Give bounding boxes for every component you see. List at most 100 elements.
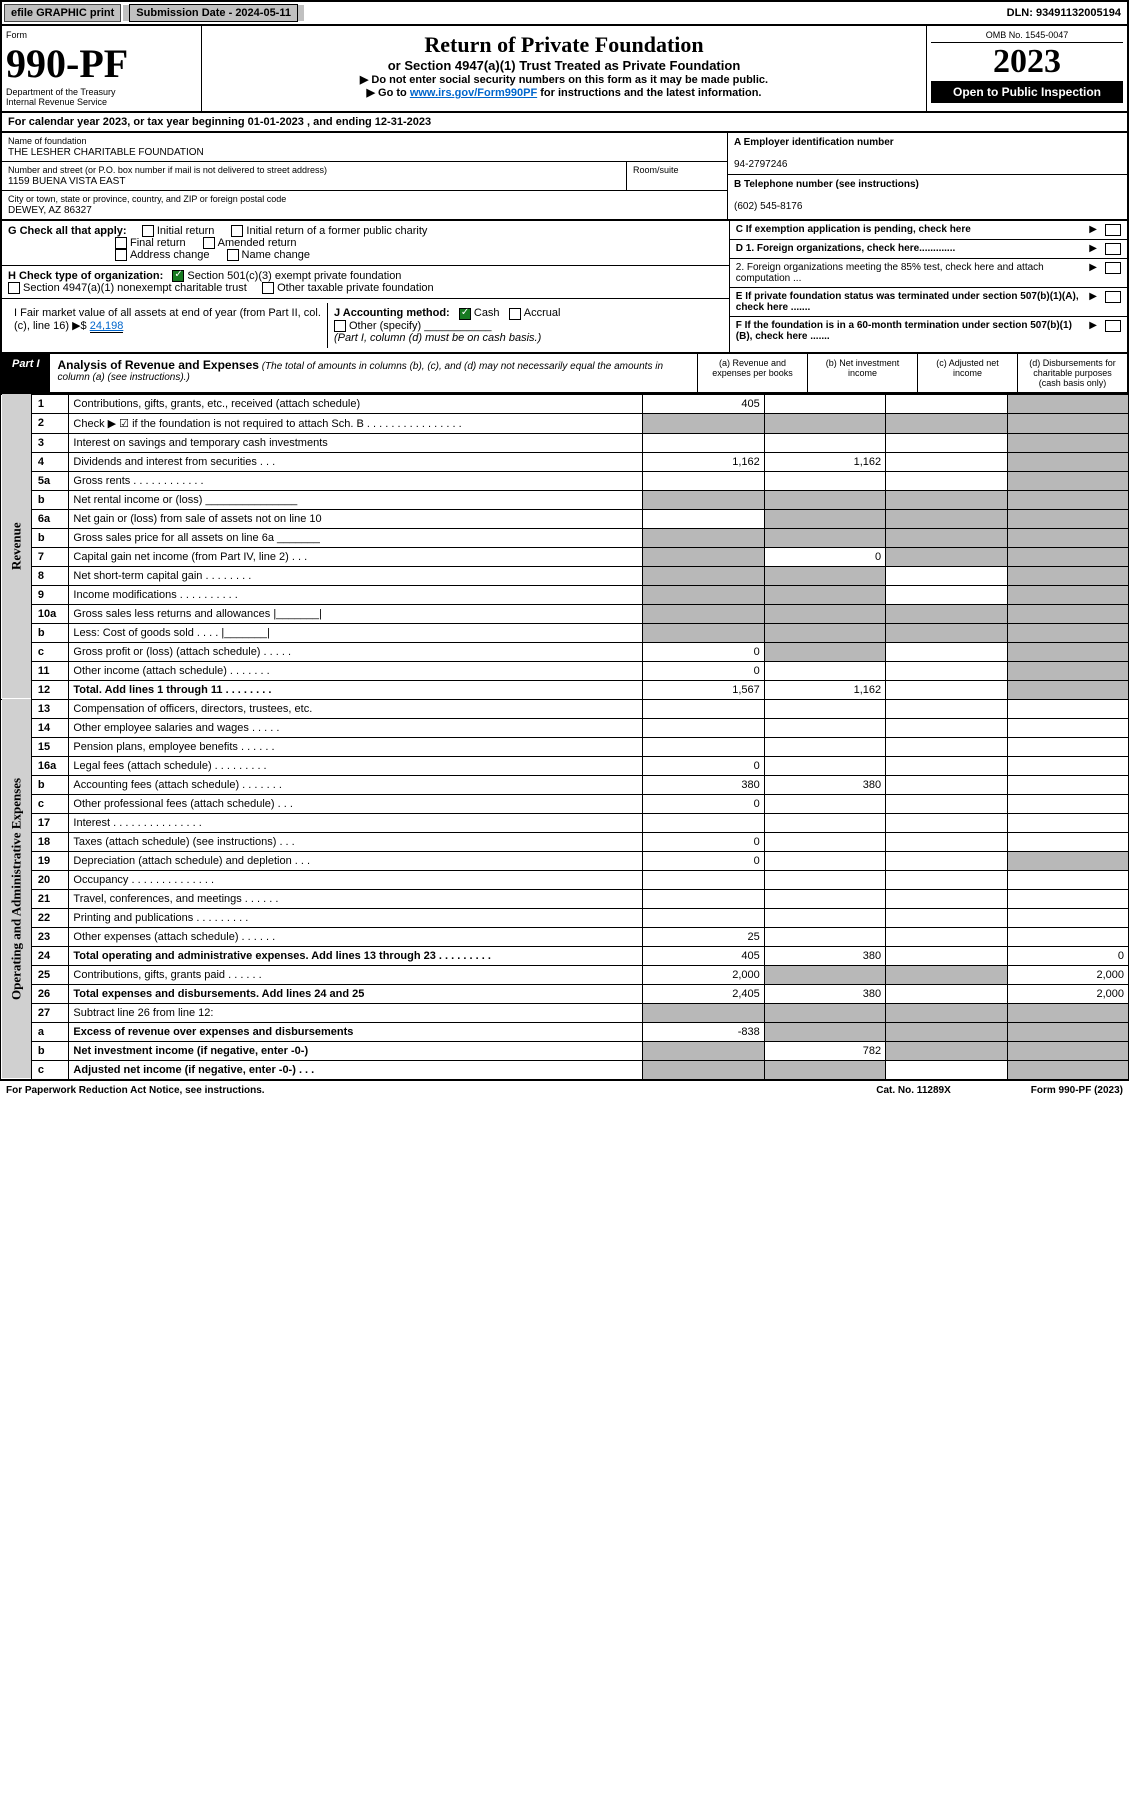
cell-col-a: 405 (643, 394, 764, 413)
cell-col-a (643, 490, 764, 509)
checkbox-c[interactable] (1105, 224, 1121, 236)
cell-col-d (1007, 642, 1128, 661)
initial-return-checkbox[interactable] (142, 225, 154, 237)
cell-col-a (643, 1003, 764, 1022)
table-row: 3Interest on savings and temporary cash … (1, 433, 1129, 452)
initial-return-public-checkbox[interactable] (231, 225, 243, 237)
table-row: 15Pension plans, employee benefits . . .… (1, 737, 1129, 756)
cell-col-b (764, 794, 885, 813)
line-description: Gross profit or (loss) (attach schedule)… (69, 642, 643, 661)
cell-col-d (1007, 680, 1128, 699)
irs-link[interactable]: www.irs.gov/Form990PF (410, 87, 537, 99)
cell-col-a (643, 1041, 764, 1060)
table-row: 6aNet gain or (loss) from sale of assets… (1, 509, 1129, 528)
cell-col-c (886, 1003, 1007, 1022)
name-change-checkbox[interactable] (227, 249, 239, 261)
table-row: 5aGross rents . . . . . . . . . . . . (1, 471, 1129, 490)
page-footer: For Paperwork Reduction Act Notice, see … (0, 1080, 1129, 1100)
cell-col-c (886, 965, 1007, 984)
efile-print-button[interactable]: efile GRAPHIC print (4, 4, 121, 22)
cell-col-d (1007, 1022, 1128, 1041)
cell-col-c (886, 585, 1007, 604)
line-number: 21 (31, 889, 69, 908)
instruction-1: ▶ Do not enter social security numbers o… (208, 73, 920, 86)
cell-col-a (643, 566, 764, 585)
checkbox-d1[interactable] (1105, 243, 1121, 255)
table-row: bLess: Cost of goods sold . . . . |_____… (1, 623, 1129, 642)
cell-col-c (886, 1041, 1007, 1060)
phone-label: B Telephone number (see instructions) (734, 179, 919, 190)
line-description: Subtract line 26 from line 12: (69, 1003, 643, 1022)
line-number: 3 (31, 433, 69, 452)
cell-col-b: 782 (764, 1041, 885, 1060)
line-description: Interest . . . . . . . . . . . . . . . (69, 813, 643, 832)
line-number: 23 (31, 927, 69, 946)
line-number: 17 (31, 813, 69, 832)
cell-col-c (886, 832, 1007, 851)
checkbox-d2[interactable] (1105, 262, 1121, 274)
open-to-public: Open to Public Inspection (931, 81, 1123, 103)
line-description: Total. Add lines 1 through 11 . . . . . … (69, 680, 643, 699)
checkbox-f[interactable] (1105, 320, 1121, 332)
cell-col-d (1007, 452, 1128, 471)
cell-col-d (1007, 566, 1128, 585)
line-number: 9 (31, 585, 69, 604)
cash-checkbox[interactable] (459, 308, 471, 320)
other-taxable-checkbox[interactable] (262, 282, 274, 294)
line-description: Income modifications . . . . . . . . . . (69, 585, 643, 604)
cell-col-b (764, 471, 885, 490)
cell-col-c (886, 433, 1007, 452)
cell-col-c (886, 794, 1007, 813)
table-row: cAdjusted net income (if negative, enter… (1, 1060, 1129, 1079)
table-row: aExcess of revenue over expenses and dis… (1, 1022, 1129, 1041)
cell-col-d (1007, 413, 1128, 433)
table-row: 19Depreciation (attach schedule) and dep… (1, 851, 1129, 870)
cell-col-b (764, 623, 885, 642)
col-d-header: (d) Disbursements for charitable purpose… (1017, 354, 1127, 392)
table-row: Revenue1Contributions, gifts, grants, et… (1, 394, 1129, 413)
cell-col-b: 380 (764, 775, 885, 794)
foundation-name: THE LESHER CHARITABLE FOUNDATION (8, 147, 204, 158)
header-right: OMB No. 1545-0047 2023 Open to Public In… (927, 26, 1127, 111)
cell-col-c (886, 908, 1007, 927)
table-row: 21Travel, conferences, and meetings . . … (1, 889, 1129, 908)
line-description: Gross sales less returns and allowances … (69, 604, 643, 623)
cell-col-a (643, 528, 764, 547)
col-c-header: (c) Adjusted net income (917, 354, 1017, 392)
cell-col-a (643, 547, 764, 566)
cell-col-a: 405 (643, 946, 764, 965)
cell-col-d (1007, 394, 1128, 413)
form-number: 990-PF (6, 40, 197, 87)
amended-return-checkbox[interactable] (203, 237, 215, 249)
501c3-checkbox[interactable] (172, 270, 184, 282)
cell-col-a: 0 (643, 661, 764, 680)
cell-col-b (764, 394, 885, 413)
cell-col-c (886, 661, 1007, 680)
cell-col-d (1007, 870, 1128, 889)
cell-col-a: 2,405 (643, 984, 764, 1003)
other-method-checkbox[interactable] (334, 320, 346, 332)
4947a1-checkbox[interactable] (8, 282, 20, 294)
checkbox-e[interactable] (1105, 291, 1121, 303)
cell-col-c (886, 490, 1007, 509)
address-change-checkbox[interactable] (115, 249, 127, 261)
line-number: c (31, 642, 69, 661)
cell-col-d (1007, 889, 1128, 908)
line-description: Dividends and interest from securities .… (69, 452, 643, 471)
cell-col-d: 2,000 (1007, 965, 1128, 984)
line-number: 14 (31, 718, 69, 737)
table-row: 17Interest . . . . . . . . . . . . . . . (1, 813, 1129, 832)
cell-col-d (1007, 908, 1128, 927)
final-return-checkbox[interactable] (115, 237, 127, 249)
cell-col-d (1007, 433, 1128, 452)
table-row: cGross profit or (loss) (attach schedule… (1, 642, 1129, 661)
cell-col-a (643, 413, 764, 433)
cell-col-b (764, 908, 885, 927)
cell-col-a: 25 (643, 927, 764, 946)
line-description: Net gain or (loss) from sale of assets n… (69, 509, 643, 528)
cell-col-a: 0 (643, 851, 764, 870)
cell-col-a (643, 889, 764, 908)
accrual-checkbox[interactable] (509, 308, 521, 320)
col-a-header: (a) Revenue and expenses per books (697, 354, 807, 392)
cell-col-b (764, 585, 885, 604)
